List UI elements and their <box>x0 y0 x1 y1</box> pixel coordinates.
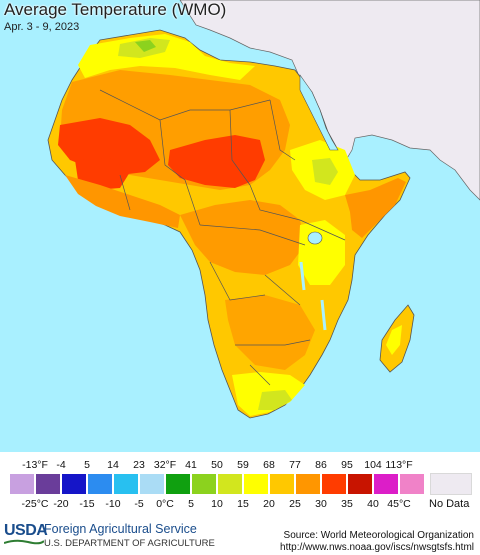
madagascar-highlands <box>386 325 402 355</box>
legend-swatch <box>113 473 139 495</box>
lake-victoria <box>307 231 323 245</box>
celsius-tick-label: 45°C <box>387 498 411 510</box>
celsius-tick-label: -20 <box>53 498 69 510</box>
country-borders <box>99 89 346 386</box>
legend-swatch <box>243 473 269 495</box>
no-data-label: No Data <box>429 498 470 510</box>
atlas-coolest <box>135 40 156 52</box>
footer: USDA Foreign Agricultural Service U.S. D… <box>0 518 480 555</box>
department-name: U.S. DEPARTMENT OF AGRICULTURE <box>44 538 215 549</box>
temperature-legend: -13°F -4 5 14 23 32°F 41 50 59 68 77 86 95 104 113°F -… <box>0 456 480 516</box>
celsius-tick-label: -15 <box>79 498 95 510</box>
legend-swatch <box>373 473 399 495</box>
fahrenheit-tick-label: -4 <box>56 459 66 471</box>
fahrenheit-tick-label: 86 <box>315 459 327 471</box>
legend-swatch <box>399 473 425 495</box>
celsius-tick-label: 20 <box>263 498 275 510</box>
fahrenheit-tick-label: 59 <box>237 459 249 471</box>
celsius-tick-label: 30 <box>315 498 327 510</box>
legend-swatch <box>269 473 295 495</box>
legend-swatch <box>295 473 321 495</box>
lake-malawi <box>320 299 327 331</box>
celsius-tick-label: 0°C <box>156 498 174 510</box>
legend-swatch <box>87 473 113 495</box>
legend-swatch <box>61 473 87 495</box>
central-africa <box>180 200 305 275</box>
celsius-tick-label: 40 <box>367 498 379 510</box>
fahrenheit-tick-label: 5 <box>84 459 90 471</box>
temperature-map: Average Temperature (WMO) Apr. 3 - 9, 20… <box>0 0 480 452</box>
fahrenheit-tick-label: 77 <box>289 459 301 471</box>
fahrenheit-tick-label: -13°F <box>22 459 48 471</box>
color-scale <box>9 473 425 495</box>
celsius-tick-label: 5 <box>188 498 194 510</box>
celsius-tick-label: -5 <box>134 498 144 510</box>
date-range: Apr. 3 - 9, 2023 <box>4 21 80 33</box>
celsius-tick-label: 10 <box>211 498 223 510</box>
west-africa-coast <box>65 175 180 228</box>
fahrenheit-tick-label: 41 <box>185 459 197 471</box>
legend-swatch <box>321 473 347 495</box>
source-url-link[interactable]: http://www.nws.noaa.gov/iscs/nwsgtsfs.ht… <box>280 542 474 553</box>
sahel-hot-central <box>168 135 265 188</box>
legend-swatch <box>217 473 243 495</box>
celsius-tick-label: 25 <box>289 498 301 510</box>
title-block: Average Temperature (WMO) Apr. 3 - 9, 20… <box>4 0 226 33</box>
celsius-labels: -25°C -20 -15 -10 -5 0°C 5 10 15 20 25 30 35 40 45°C <box>0 498 480 512</box>
legend-swatch <box>347 473 373 495</box>
agency-name: Foreign Agricultural Service <box>44 522 197 536</box>
no-data-swatch <box>430 473 472 495</box>
celsius-tick-label: 35 <box>341 498 353 510</box>
south-africa-coolest <box>258 390 292 410</box>
ethiopian-highlands-cool <box>312 158 338 185</box>
fahrenheit-tick-label: 95 <box>341 459 353 471</box>
southern-africa-interior <box>225 295 315 370</box>
legend-swatch <box>35 473 61 495</box>
red-sea <box>299 74 339 151</box>
legend-swatch <box>9 473 35 495</box>
legend-swatch <box>191 473 217 495</box>
fahrenheit-tick-label: 68 <box>263 459 275 471</box>
usda-logo: USDA <box>4 522 48 545</box>
fahrenheit-tick-label: 104 <box>364 459 382 471</box>
fahrenheit-tick-label: 50 <box>211 459 223 471</box>
somalia-warm <box>345 178 406 238</box>
fahrenheit-tick-label: 113°F <box>385 459 413 471</box>
africa-map-svg <box>47 0 480 419</box>
fahrenheit-tick-label: 32°F <box>153 459 177 471</box>
usda-swoosh-icon <box>4 539 44 545</box>
celsius-tick-label: -25°C <box>21 498 49 510</box>
fahrenheit-labels: -13°F -4 5 14 23 32°F 41 50 59 68 77 86 95 104 113°F <box>0 459 480 473</box>
legend-swatch <box>139 473 165 495</box>
lake-tanganyika <box>299 261 306 291</box>
source-credit: Source: World Meteorological Organizatio… <box>283 530 474 541</box>
legend-swatch <box>165 473 191 495</box>
celsius-tick-label: 15 <box>237 498 249 510</box>
celsius-tick-label: -10 <box>105 498 121 510</box>
fahrenheit-tick-label: 14 <box>107 459 119 471</box>
usda-logo-text: USDA <box>4 522 48 539</box>
map-title: Average Temperature (WMO) <box>4 0 227 19</box>
fahrenheit-tick-label: 23 <box>133 459 145 471</box>
